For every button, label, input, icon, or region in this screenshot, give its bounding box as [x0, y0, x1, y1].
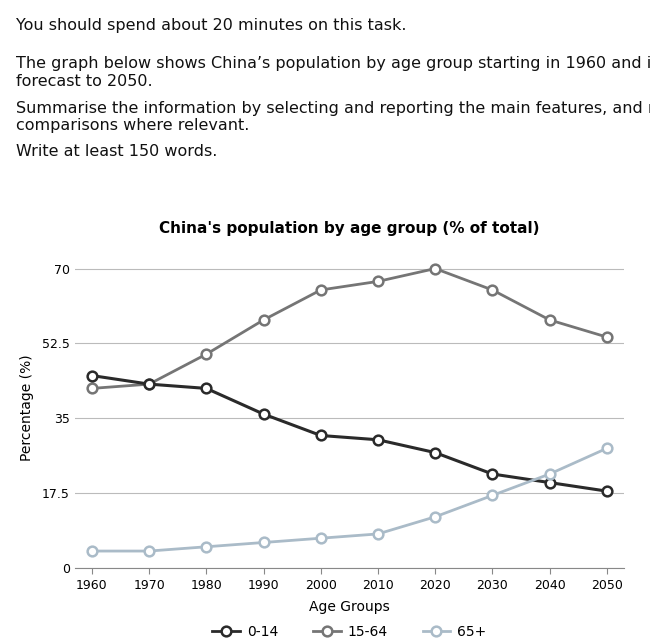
Text: Write at least 150 words.: Write at least 150 words. [16, 144, 218, 159]
Title: China's population by age group (% of total): China's population by age group (% of to… [159, 221, 540, 236]
Text: You should spend about 20 minutes on this task.: You should spend about 20 minutes on thi… [16, 18, 407, 33]
Y-axis label: Percentage (%): Percentage (%) [20, 354, 34, 461]
Text: Summarise the information by selecting and reporting the main features, and make: Summarise the information by selecting a… [16, 101, 650, 133]
Legend: 0-14, 15-64, 65+: 0-14, 15-64, 65+ [207, 620, 492, 642]
X-axis label: Age Groups: Age Groups [309, 600, 390, 614]
Text: The graph below shows China’s population by age group starting in 1960 and inclu: The graph below shows China’s population… [16, 56, 650, 89]
